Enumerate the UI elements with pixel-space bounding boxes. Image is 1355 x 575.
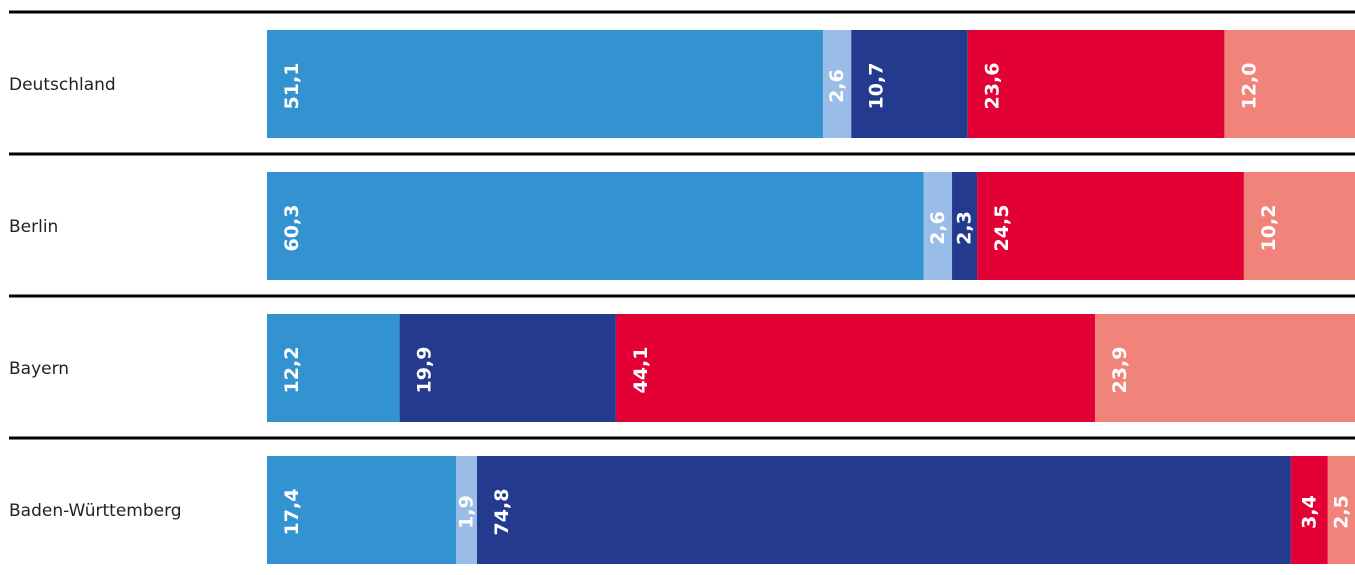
- bar-segment: [267, 30, 823, 138]
- data-label: 2,3: [954, 211, 976, 245]
- data-label: 24,5: [991, 205, 1013, 252]
- data-label: 23,9: [1109, 347, 1131, 394]
- bar-segment: [952, 172, 978, 280]
- bar-segment: [615, 314, 1096, 422]
- data-label: 2,5: [1330, 495, 1352, 529]
- data-label: 2,6: [927, 211, 949, 245]
- category-label: Berlin: [9, 217, 58, 237]
- bar-row: Bayern 12,2 19,9 44,1 23,9: [9, 314, 1355, 422]
- bar-segment: [399, 314, 616, 422]
- bar-segment: [977, 172, 1244, 280]
- bar-segment: [1327, 456, 1355, 564]
- bar-segment: [267, 172, 924, 280]
- data-label: 2,6: [826, 69, 848, 103]
- bar-segment: [851, 30, 968, 138]
- bar-segment: [923, 172, 953, 280]
- data-label: 12,2: [281, 347, 303, 394]
- data-label: 23,6: [982, 63, 1004, 110]
- data-label: 44,1: [630, 347, 652, 394]
- bar-segment: [822, 30, 852, 138]
- category-label: Bayern: [9, 359, 69, 379]
- category-label: Baden-Württemberg: [9, 501, 182, 521]
- row-separators: [9, 10, 1355, 440]
- bar-row: Deutschland 51,1 2,6 10,7 23,6 12,0: [9, 30, 1355, 138]
- bar-row: Baden-Württemberg 17,4 1,9 74,8 3,4 2,5: [9, 456, 1355, 564]
- bar-segment: [456, 456, 477, 564]
- data-label: 10,2: [1258, 205, 1280, 252]
- category-label: Deutschland: [9, 75, 116, 95]
- data-label: 74,8: [491, 489, 513, 536]
- data-label: 3,4: [1298, 495, 1320, 529]
- bar-segment: [476, 456, 1291, 564]
- data-label: 1,9: [456, 495, 478, 529]
- data-label: 60,3: [281, 205, 303, 252]
- data-label: 51,1: [281, 63, 303, 110]
- data-label: 10,7: [865, 63, 887, 110]
- bar-segment: [267, 456, 457, 564]
- chart-rows: Deutschland 51,1 2,6 10,7 23,6 12,0 Berlin 60,3…: [9, 30, 1355, 564]
- bar-segment: [1290, 456, 1328, 564]
- bar-segment: [967, 30, 1225, 138]
- bar-segment: [1243, 172, 1355, 280]
- data-label: 19,9: [414, 347, 436, 394]
- bar-segment: [1224, 30, 1355, 138]
- data-label: 17,4: [281, 489, 303, 536]
- bar-segment: [267, 314, 400, 422]
- data-label: 12,0: [1238, 63, 1260, 110]
- bar-row: Berlin 60,3 2,6 2,3 24,5 10,2: [9, 172, 1355, 280]
- bar-segment: [1095, 314, 1355, 422]
